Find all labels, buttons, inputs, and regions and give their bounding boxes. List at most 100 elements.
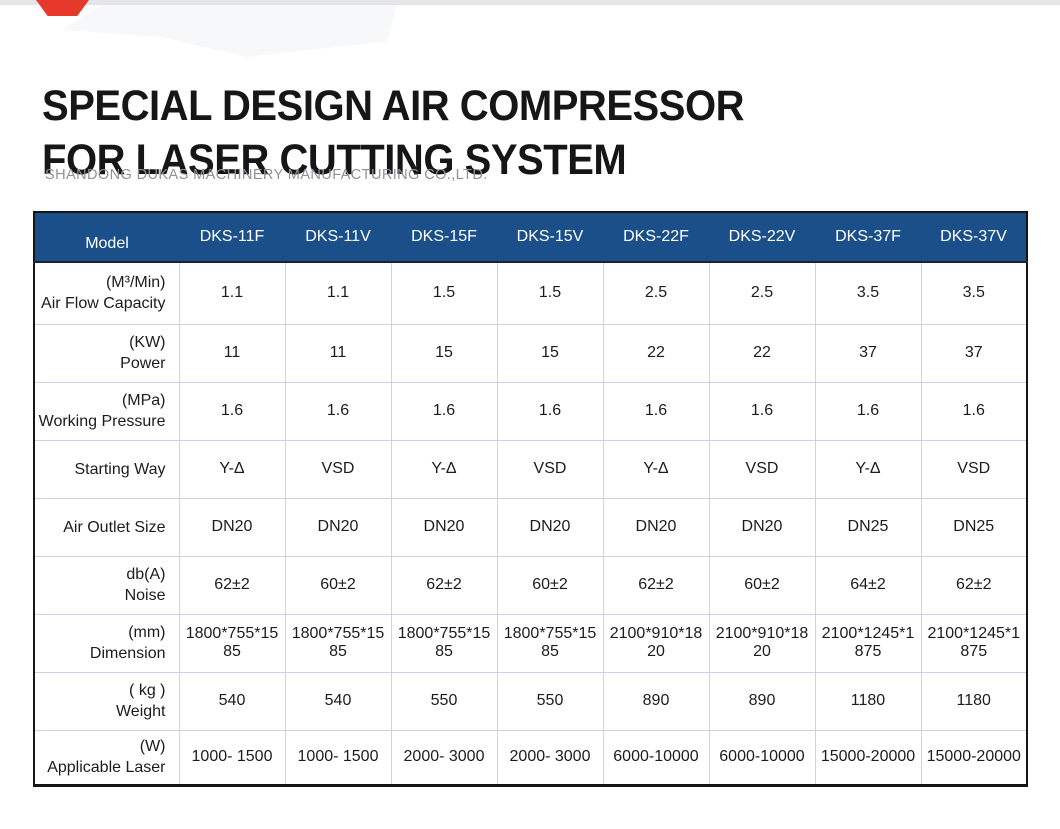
spec-cell: 1800*755*15 85	[496, 613, 604, 673]
row-unit: (M³/Min)	[105, 274, 166, 292]
spec-cell: VSD	[496, 439, 604, 499]
spec-cell: DN20	[602, 497, 710, 557]
spec-cell: DN20	[284, 497, 392, 557]
spec-cell: 1000- 1500	[284, 729, 392, 786]
row-unit: (W)	[139, 738, 166, 755]
spec-cell: 1.6	[178, 381, 286, 441]
spec-table: Model DKS-11F DKS-11V DKS-15F DKS-15V DKS-22…	[33, 211, 1028, 787]
column-header-dks-37f: DKS-37F	[815, 212, 921, 263]
spec-cell: 1.6	[920, 381, 1028, 441]
spec-cell: 1.6	[390, 381, 498, 441]
spec-cell: 11	[284, 323, 392, 383]
spec-cell: 1.1	[284, 261, 392, 325]
spec-cell: Y-Δ	[390, 439, 498, 499]
spec-cell: Y-Δ	[814, 439, 922, 499]
spec-cell: 2100*1245*1 875	[920, 613, 1028, 673]
row-unit: (mm)	[128, 624, 166, 641]
spec-cell: 60±2	[708, 555, 816, 615]
spec-cell: 540	[178, 671, 286, 731]
row-label: (M³/Min) Air Flow Capacity	[33, 261, 180, 325]
spec-cell: 6000-10000	[602, 729, 710, 786]
spec-cell: 60±2	[284, 555, 392, 615]
spec-cell: 1.5	[496, 261, 604, 325]
spec-cell: 37	[920, 323, 1028, 383]
row-label: Air Outlet Size	[33, 497, 180, 557]
column-header-dks-11f: DKS-11F	[179, 212, 285, 263]
spec-cell: 15000-20000	[814, 729, 922, 786]
spec-cell: 62±2	[178, 555, 286, 615]
table-row: (KW) Power 11 11 15 15 22 22 37 37	[33, 323, 1028, 383]
spec-cell: 62±2	[602, 555, 710, 615]
row-label: Starting Way	[33, 439, 180, 499]
spec-cell: 2100*910*18 20	[602, 613, 710, 673]
row-label: (KW) Power	[33, 323, 180, 383]
spec-cell: VSD	[284, 439, 392, 499]
spec-cell: Y-Δ	[178, 439, 286, 499]
table-row: db(A) Noise 62±2 60±2 62±2 60±2 62±2 60±2 64±2 62…	[33, 555, 1028, 615]
page-title-line2: FOR LASER CUTTING SYSTEM	[42, 135, 627, 184]
row-name: Dimension	[89, 645, 166, 662]
spec-cell: 62±2	[920, 555, 1028, 615]
spec-cell: DN25	[814, 497, 922, 557]
row-label: (mm) Dimension	[33, 613, 180, 673]
spec-cell: 15	[390, 323, 498, 383]
column-header-dks-37v: DKS-37V	[921, 212, 1027, 263]
spec-cell: 60±2	[496, 555, 604, 615]
spec-cell: 1.6	[602, 381, 710, 441]
spec-cell: 1180	[814, 671, 922, 731]
header-row: Model DKS-11F DKS-11V DKS-15F DKS-15V DKS-22…	[34, 212, 1027, 263]
table-row: Air Outlet Size DN20 DN20 DN20 DN20 DN20 DN20 D…	[33, 497, 1028, 557]
spec-cell: 540	[284, 671, 392, 731]
spec-cell: 3.5	[814, 261, 922, 325]
spec-cell: 15	[496, 323, 604, 383]
spec-cell: 1.5	[390, 261, 498, 325]
spec-cell: 1800*755*15 85	[390, 613, 498, 673]
row-label: (W) Applicable Laser	[33, 729, 180, 786]
page-title-line1: SPECIAL DESIGN AIR COMPRESSOR	[42, 81, 745, 130]
spec-cell: DN20	[496, 497, 604, 557]
spec-cell: DN20	[178, 497, 286, 557]
spec-cell: 2100*910*18 20	[708, 613, 816, 673]
row-name: Air Outlet Size	[63, 518, 166, 536]
spec-cell: 1.6	[708, 381, 816, 441]
spec-cell: 890	[708, 671, 816, 731]
spec-cell: 550	[390, 671, 498, 731]
spec-cell: 15000-20000	[920, 729, 1028, 786]
row-label: db(A) Noise	[33, 555, 180, 615]
spec-cell: 1800*755*15 85	[284, 613, 392, 673]
spec-cell: 2.5	[602, 261, 710, 325]
background-watermark-shape	[62, 5, 397, 57]
row-label: (MPa) Working Pressure	[33, 381, 180, 441]
spec-cell: 11	[178, 323, 286, 383]
row-name: Noise	[124, 587, 166, 604]
table-row: (W) Applicable Laser 1000- 1500 1000- 1500 2…	[33, 729, 1028, 786]
spec-cell: VSD	[920, 439, 1028, 499]
spec-cell: 6000-10000	[708, 729, 816, 786]
spec-cell: 62±2	[390, 555, 498, 615]
spec-cell: 1800*755*15 85	[178, 613, 286, 673]
column-header-dks-15v: DKS-15V	[497, 212, 603, 263]
spec-cell: DN20	[708, 497, 816, 557]
row-unit: db(A)	[126, 566, 166, 583]
spec-cell: 1.1	[178, 261, 286, 325]
spec-cell: 2.5	[708, 261, 816, 325]
row-name: Air Flow Capacity	[41, 295, 166, 313]
column-header-dks-15f: DKS-15F	[391, 212, 497, 263]
spec-cell: 22	[602, 323, 710, 383]
spec-cell: 550	[496, 671, 604, 731]
table-row: (MPa) Working Pressure 1.6 1.6 1.6 1.6 1.6 1.6 1…	[33, 381, 1028, 441]
spec-cell: Y-Δ	[602, 439, 710, 499]
spec-cell: 890	[602, 671, 710, 731]
spec-cell: VSD	[708, 439, 816, 499]
spec-cell: 2100*1245*1 875	[814, 613, 922, 673]
spec-cell: 1.6	[284, 381, 392, 441]
spec-cell: DN20	[390, 497, 498, 557]
row-name: Applicable Laser	[47, 759, 166, 776]
spec-cell: 2000- 3000	[390, 729, 498, 786]
table-row: ( kg ) Weight 540 540 550 550 890 890 1180 1180	[33, 671, 1028, 731]
spec-cell: 2000- 3000	[496, 729, 604, 786]
red-ribbon-accent	[36, 0, 89, 16]
row-unit: (KW)	[129, 334, 166, 351]
column-header-dks-22v: DKS-22V	[709, 212, 815, 263]
row-name: Working Pressure	[38, 413, 166, 430]
